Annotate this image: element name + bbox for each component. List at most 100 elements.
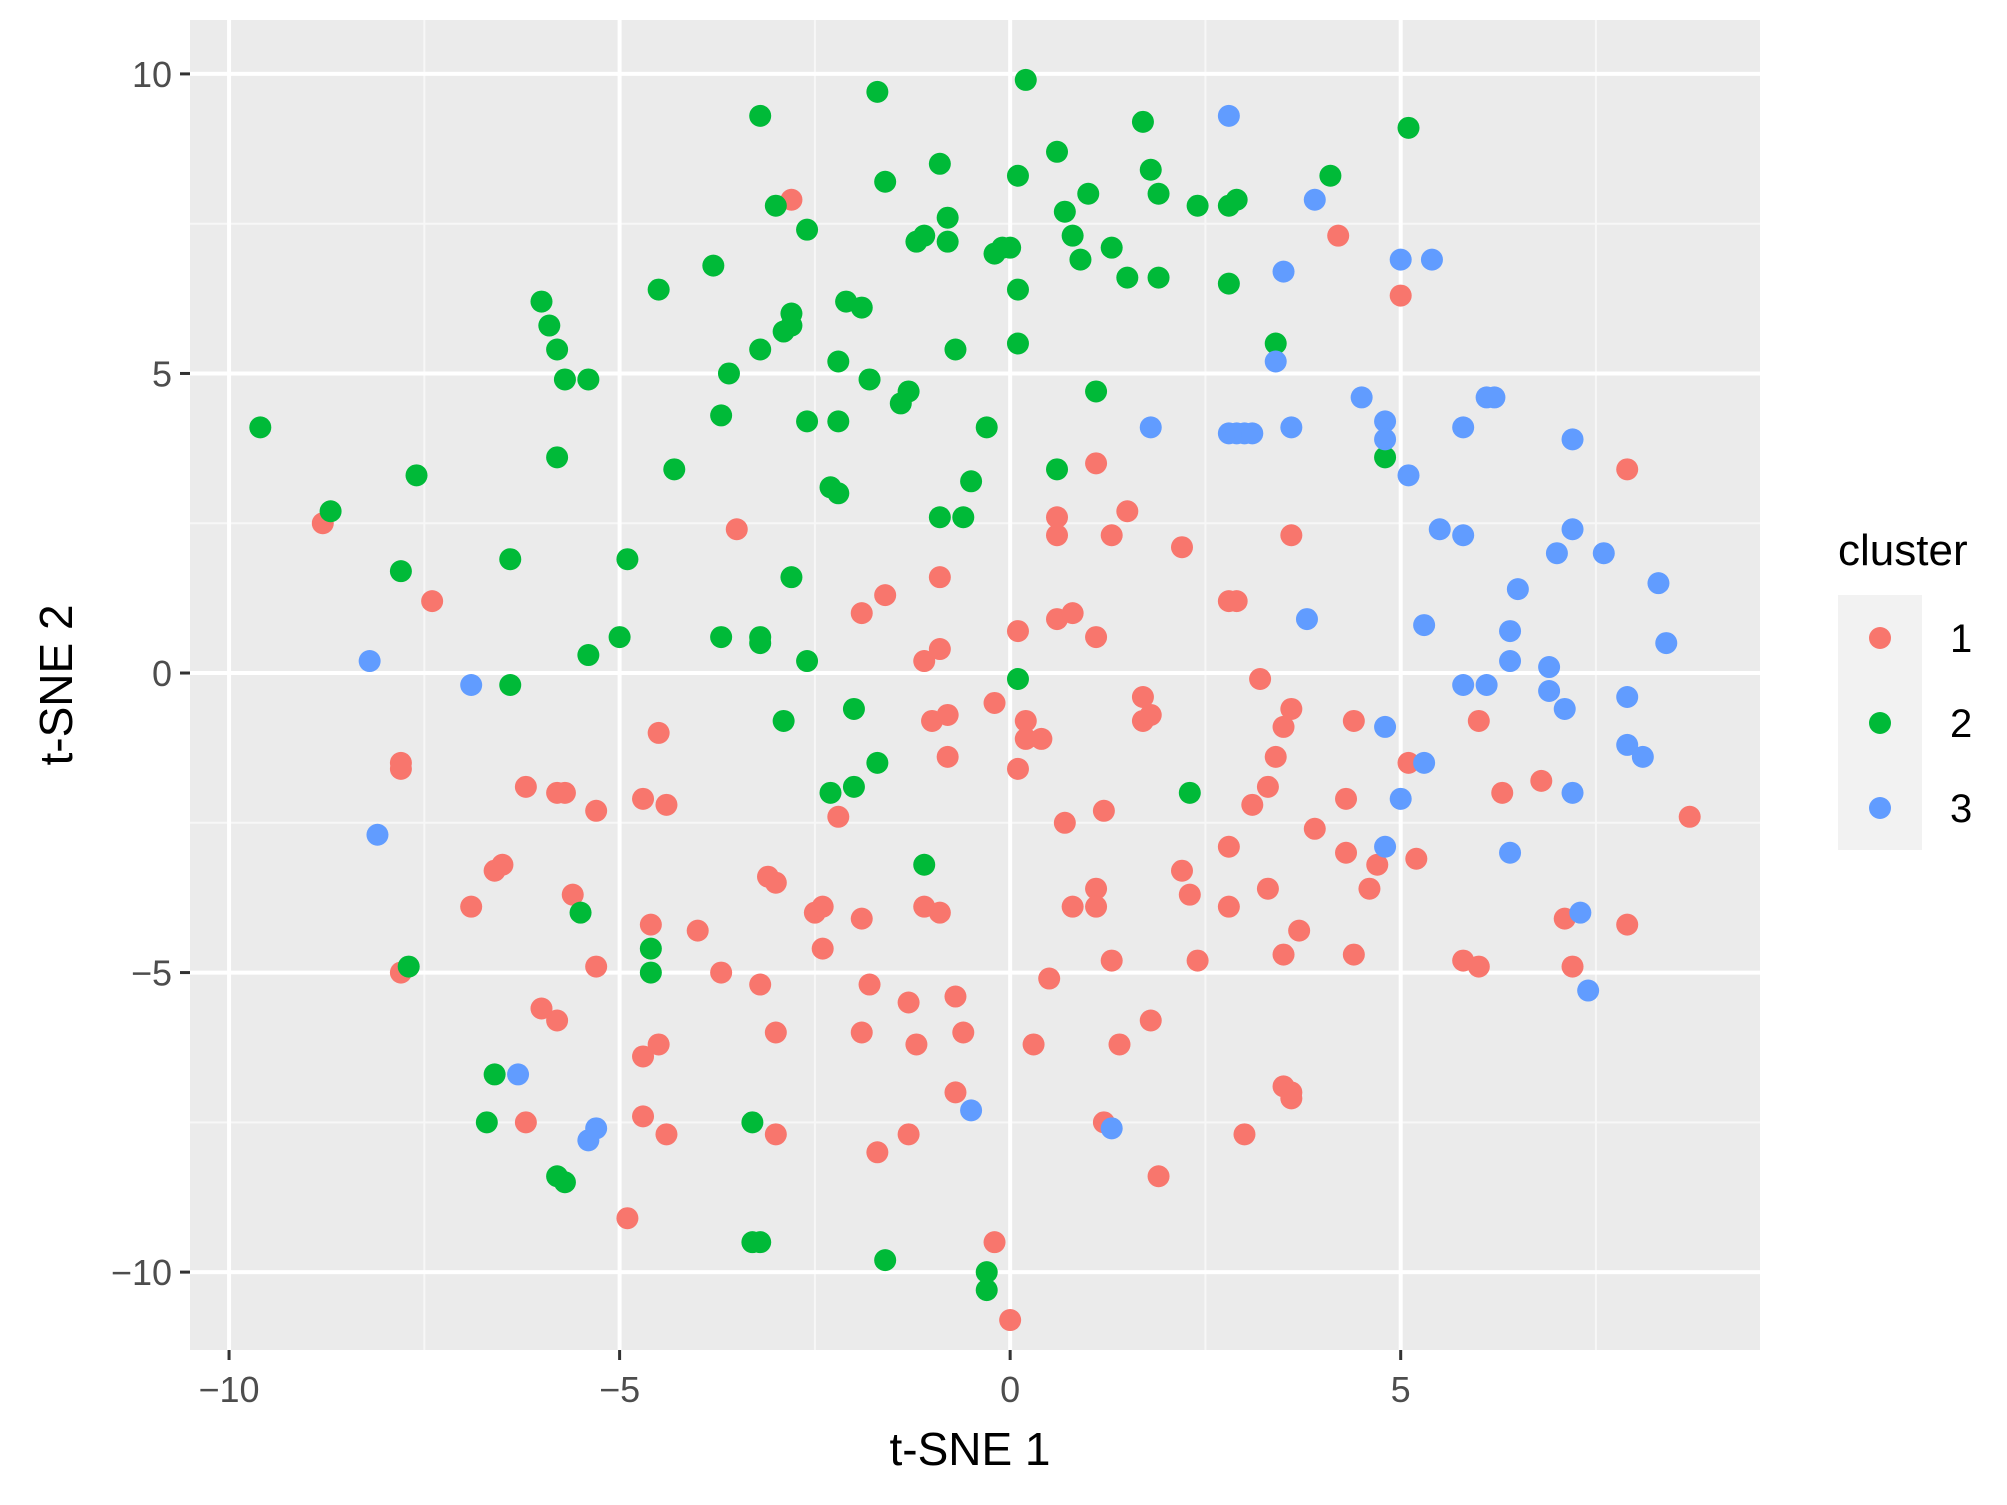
data-point-cluster-2 bbox=[850, 296, 873, 319]
data-point-cluster-1 bbox=[944, 1081, 967, 1104]
data-point-cluster-2 bbox=[483, 1063, 506, 1086]
data-point-cluster-2 bbox=[1046, 458, 1069, 481]
legend-key-cluster-2 bbox=[1869, 712, 1891, 734]
data-point-cluster-2 bbox=[866, 80, 889, 103]
data-point-cluster-1 bbox=[905, 1033, 928, 1056]
data-point-cluster-1 bbox=[514, 775, 537, 798]
data-point-cluster-1 bbox=[421, 590, 444, 613]
data-point-cluster-2 bbox=[764, 194, 787, 217]
data-point-cluster-1 bbox=[999, 1309, 1022, 1332]
data-point-cluster-2 bbox=[952, 506, 975, 529]
data-point-cluster-3 bbox=[1561, 518, 1584, 541]
data-point-cluster-1 bbox=[553, 781, 576, 804]
data-point-cluster-1 bbox=[530, 997, 553, 1020]
x-tick-label: −10 bbox=[199, 1369, 260, 1410]
data-points bbox=[249, 68, 1701, 1332]
data-point-cluster-3 bbox=[1499, 841, 1522, 864]
data-point-cluster-3 bbox=[1374, 835, 1397, 858]
data-point-cluster-1 bbox=[1467, 709, 1490, 732]
data-point-cluster-2 bbox=[913, 224, 936, 247]
data-point-cluster-2 bbox=[975, 416, 998, 439]
data-point-cluster-2 bbox=[796, 650, 819, 673]
data-point-cluster-2 bbox=[772, 709, 795, 732]
data-point-cluster-3 bbox=[1631, 745, 1654, 768]
data-point-cluster-2 bbox=[842, 775, 865, 798]
data-point-cluster-2 bbox=[858, 368, 881, 391]
y-tick-label: −5 bbox=[131, 953, 172, 994]
data-point-cluster-3 bbox=[358, 650, 381, 673]
data-point-cluster-3 bbox=[1389, 787, 1412, 810]
data-point-cluster-1 bbox=[1139, 1009, 1162, 1032]
data-point-cluster-1 bbox=[936, 745, 959, 768]
data-point-cluster-1 bbox=[1046, 524, 1069, 547]
data-point-cluster-2 bbox=[1178, 781, 1201, 804]
data-point-cluster-1 bbox=[725, 518, 748, 541]
data-point-cluster-2 bbox=[1147, 266, 1170, 289]
data-point-cluster-1 bbox=[1272, 943, 1295, 966]
data-point-cluster-1 bbox=[897, 1123, 920, 1146]
data-point-cluster-1 bbox=[632, 1045, 655, 1068]
data-point-cluster-1 bbox=[983, 1231, 1006, 1254]
data-point-cluster-2 bbox=[546, 446, 569, 469]
data-point-cluster-3 bbox=[1538, 679, 1561, 702]
plot-panel bbox=[190, 20, 1760, 1350]
data-point-cluster-1 bbox=[944, 985, 967, 1008]
data-point-cluster-2 bbox=[796, 410, 819, 433]
data-point-cluster-2 bbox=[1225, 188, 1248, 211]
data-point-cluster-1 bbox=[1233, 1123, 1256, 1146]
data-point-cluster-1 bbox=[1303, 817, 1326, 840]
data-point-cluster-1 bbox=[1014, 709, 1037, 732]
data-point-cluster-2 bbox=[796, 218, 819, 241]
data-point-cluster-2 bbox=[1100, 236, 1123, 259]
data-point-cluster-2 bbox=[639, 961, 662, 984]
x-tick-label: −5 bbox=[599, 1369, 640, 1410]
data-point-cluster-2 bbox=[1131, 110, 1154, 133]
data-point-cluster-1 bbox=[460, 895, 483, 918]
data-point-cluster-2 bbox=[530, 290, 553, 313]
data-point-cluster-2 bbox=[741, 1111, 764, 1134]
data-point-cluster-1 bbox=[1046, 506, 1069, 529]
data-point-cluster-1 bbox=[1405, 847, 1428, 870]
data-point-cluster-2 bbox=[960, 470, 983, 493]
data-point-cluster-3 bbox=[1413, 614, 1436, 637]
data-point-cluster-3 bbox=[1647, 572, 1670, 595]
legend-label-cluster-3: 3 bbox=[1950, 787, 1972, 831]
data-point-cluster-3 bbox=[1350, 386, 1373, 409]
data-point-cluster-3 bbox=[1264, 350, 1287, 373]
data-point-cluster-1 bbox=[928, 638, 951, 661]
data-point-cluster-2 bbox=[577, 368, 600, 391]
data-point-cluster-2 bbox=[936, 206, 959, 229]
data-point-cluster-3 bbox=[1295, 608, 1318, 631]
data-point-cluster-1 bbox=[811, 937, 834, 960]
data-point-cluster-2 bbox=[936, 230, 959, 253]
data-point-cluster-1 bbox=[764, 1021, 787, 1044]
data-point-cluster-1 bbox=[749, 973, 772, 996]
data-point-cluster-2 bbox=[1264, 332, 1287, 355]
data-point-cluster-3 bbox=[1569, 901, 1592, 924]
data-point-cluster-2 bbox=[405, 464, 428, 487]
data-point-cluster-1 bbox=[1616, 913, 1639, 936]
data-point-cluster-2 bbox=[1186, 194, 1209, 217]
data-point-cluster-1 bbox=[1280, 524, 1303, 547]
data-point-cluster-1 bbox=[1038, 967, 1061, 990]
data-point-cluster-2 bbox=[553, 1171, 576, 1194]
data-point-cluster-2 bbox=[1147, 182, 1170, 205]
data-point-cluster-1 bbox=[1467, 955, 1490, 978]
data-point-cluster-3 bbox=[1217, 104, 1240, 127]
data-point-cluster-2 bbox=[897, 380, 920, 403]
data-point-cluster-2 bbox=[999, 236, 1022, 259]
data-point-cluster-3 bbox=[1475, 674, 1498, 696]
data-point-cluster-1 bbox=[1092, 799, 1115, 822]
data-point-cluster-1 bbox=[561, 883, 584, 906]
data-point-cluster-2 bbox=[1006, 332, 1029, 355]
data-point-cluster-1 bbox=[1085, 877, 1108, 900]
data-point-cluster-3 bbox=[460, 674, 483, 696]
data-point-cluster-2 bbox=[1046, 140, 1069, 163]
data-point-cluster-1 bbox=[928, 901, 951, 924]
data-point-cluster-1 bbox=[1100, 524, 1123, 547]
data-point-cluster-3 bbox=[1553, 697, 1576, 720]
data-point-cluster-2 bbox=[577, 644, 600, 667]
data-point-cluster-3 bbox=[1374, 428, 1397, 451]
legend-key-cluster-3 bbox=[1869, 797, 1891, 819]
